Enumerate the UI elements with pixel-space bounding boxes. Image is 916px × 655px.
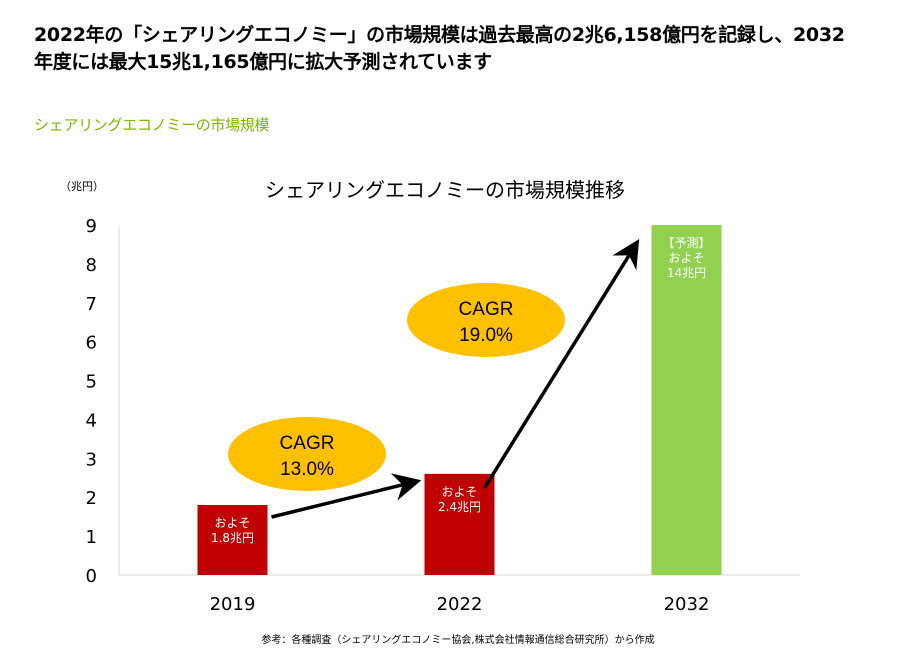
headline: 2022年の「シェアリングエコノミー」の市場規模は過去最高の2兆6,158億円を… xyxy=(34,22,894,76)
y-tick-label: 4 xyxy=(86,410,97,431)
y-tick-label: 6 xyxy=(86,333,97,354)
cagr-value: 19.0% xyxy=(459,325,513,346)
x-tick-label: 2022 xyxy=(437,594,483,615)
cagr-value: 13.0% xyxy=(280,459,334,480)
y-tick-label: 2 xyxy=(86,488,97,509)
bar-2032 xyxy=(651,225,722,575)
source-note: 参考：各種調査（シェアリングエコノミー協会,株式会社情報通信総合研究所）から作成 xyxy=(261,635,655,646)
section-subtitle: シェアリングエコノミーの市場規模 xyxy=(34,116,270,134)
cagr-ellipse xyxy=(407,283,565,357)
y-tick-label: 8 xyxy=(86,255,97,276)
y-tick-label: 0 xyxy=(86,566,97,587)
chart-title: シェアリングエコノミーの市場規模推移 xyxy=(265,178,625,202)
bar-data-label: およそ 1.8兆円 xyxy=(211,516,254,545)
bar-data-label: およそ 2.4兆円 xyxy=(438,485,481,514)
headline-line-1: 2022年の「シェアリングエコノミー」の市場規模は過去最高の2兆6,158億円を… xyxy=(34,24,845,46)
x-tick-label: 2032 xyxy=(664,594,710,615)
bar-2019 xyxy=(197,505,268,575)
growth-arrow xyxy=(483,239,640,489)
x-tick-label: 2019 xyxy=(210,594,256,615)
headline-line-2: 年度には最大15兆1,165億円に拡大予測されています xyxy=(34,51,492,73)
y-tick-label: 1 xyxy=(86,527,97,548)
y-tick-label: 3 xyxy=(86,449,97,470)
bar-data-label: 【予測】およそ 14兆円 xyxy=(662,236,710,280)
bar-2022 xyxy=(424,473,495,575)
y-tick-label: 9 xyxy=(86,216,97,237)
y-axis-unit-label: （兆円） xyxy=(60,180,104,193)
cagr-ellipse xyxy=(228,417,386,491)
growth-arrow xyxy=(271,473,422,519)
cagr-label: CAGR xyxy=(459,299,514,320)
cagr-label: CAGR xyxy=(280,433,335,454)
y-tick-label: 7 xyxy=(86,294,97,315)
y-tick-label: 5 xyxy=(86,372,97,393)
